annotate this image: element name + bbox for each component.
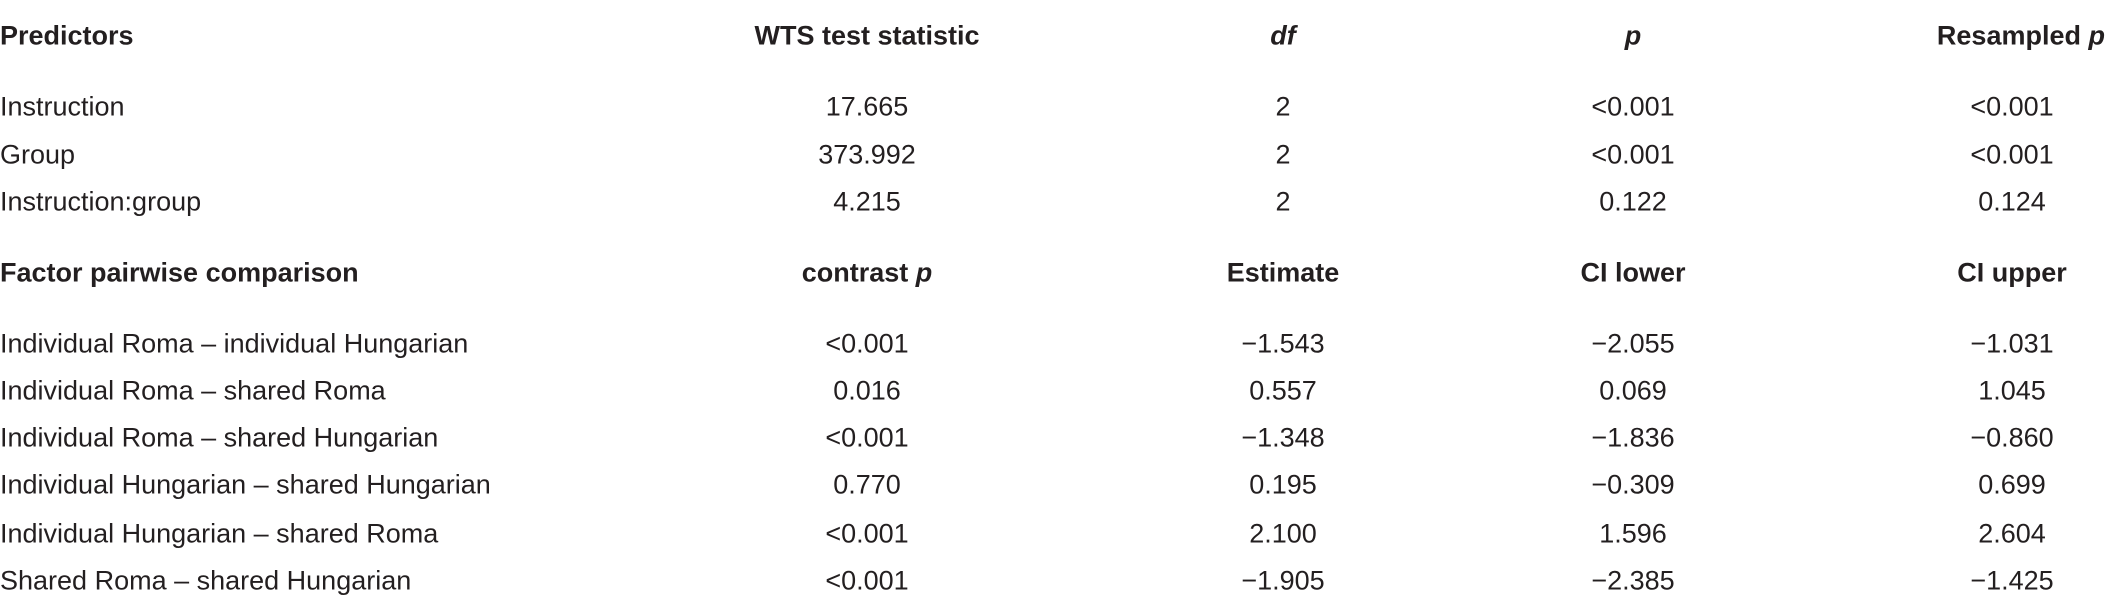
cell-value: <0.001: [825, 328, 909, 359]
header-text: contrast: [801, 257, 909, 288]
row-label: Group: [0, 139, 76, 170]
cell-value: 1.045: [1978, 375, 2046, 406]
cell-value: 2.604: [1978, 518, 2046, 549]
header-cell: WTS test statistic: [754, 21, 979, 52]
row-label: Individual Hungarian – shared Hungarian: [0, 469, 491, 500]
header-cell: contrast p: [802, 258, 933, 289]
header-cell: Factor pairwise comparison: [0, 258, 359, 289]
cell-value: −2.385: [1591, 565, 1675, 596]
cell-value: <0.001: [1591, 91, 1675, 122]
cell-value: 4.215: [833, 186, 901, 217]
cell-value: −2.055: [1591, 328, 1675, 359]
cell-value: −0.860: [1970, 422, 2054, 453]
cell-value: 0.016: [833, 375, 901, 406]
header-italic: df: [1270, 20, 1296, 51]
cell-value: 0.195: [1249, 469, 1317, 500]
cell-value: 0.699: [1978, 469, 2046, 500]
row-label: Individual Roma – shared Hungarian: [0, 422, 439, 453]
cell-value: <0.001: [825, 565, 909, 596]
cell-value: 17.665: [825, 91, 909, 122]
row-label: Instruction: [0, 91, 125, 122]
row-label: Individual Hungarian – shared Roma: [0, 518, 439, 549]
cell-value: 2: [1275, 186, 1291, 217]
cell-value: <0.001: [1970, 91, 2054, 122]
header-text: Factor pairwise comparison: [0, 257, 359, 288]
header-cell: Predictors: [0, 21, 134, 52]
row-label: Instruction:group: [0, 186, 202, 217]
header-text: Resampled: [1936, 20, 2081, 51]
cell-value: 0.124: [1978, 186, 2046, 217]
cell-value: −1.425: [1970, 565, 2054, 596]
cell-value: 0.557: [1249, 375, 1317, 406]
cell-value: −1.543: [1241, 328, 1325, 359]
cell-value: <0.001: [825, 422, 909, 453]
header-text: Estimate: [1226, 257, 1340, 288]
cell-value: 1.596: [1599, 518, 1667, 549]
cell-value: 2.100: [1249, 518, 1317, 549]
cell-value: 0.069: [1599, 375, 1667, 406]
header-cell: p: [1625, 21, 1642, 52]
cell-value: 2: [1275, 139, 1291, 170]
cell-value: −1.905: [1241, 565, 1325, 596]
cell-value: <0.001: [1591, 139, 1675, 170]
row-label: Individual Roma – individual Hungarian: [0, 328, 469, 359]
cell-value: −1.348: [1241, 422, 1325, 453]
header-cell: CI lower: [1580, 258, 1685, 289]
header-cell: CI upper: [1957, 258, 2067, 289]
header-cell: Resampled p: [1937, 21, 2105, 52]
header-text: WTS test statistic: [754, 20, 980, 51]
header-italic: p: [915, 257, 933, 288]
header-cell: Estimate: [1227, 258, 1340, 289]
cell-value: 2: [1275, 91, 1291, 122]
cell-value: −1.836: [1591, 422, 1675, 453]
row-label: Shared Roma – shared Hungarian: [0, 565, 412, 596]
header-italic: p: [2088, 20, 2106, 51]
row-label: Individual Roma – shared Roma: [0, 375, 386, 406]
cell-value: 0.770: [833, 469, 901, 500]
header-text: CI upper: [1957, 257, 2067, 288]
cell-value: −0.309: [1591, 469, 1675, 500]
cell-value: <0.001: [825, 518, 909, 549]
cell-value: <0.001: [1970, 139, 2054, 170]
cell-value: 373.992: [818, 139, 916, 170]
header-cell: df: [1270, 21, 1295, 52]
cell-value: −1.031: [1970, 328, 2054, 359]
header-text: CI lower: [1580, 257, 1686, 288]
cell-value: 0.122: [1599, 186, 1667, 217]
header-text: Predictors: [0, 20, 134, 51]
header-italic: p: [1624, 20, 1642, 51]
